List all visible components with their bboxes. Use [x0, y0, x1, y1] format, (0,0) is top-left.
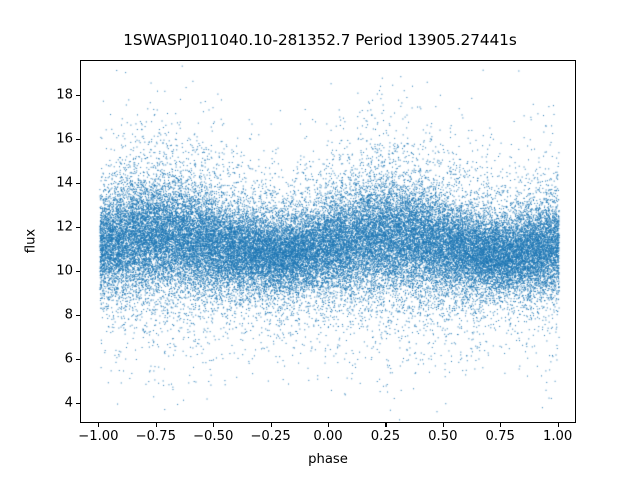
x-tick-label: 0.00	[313, 429, 343, 444]
x-tick-label: −0.75	[135, 429, 176, 444]
y-tick-label: 12	[56, 219, 73, 235]
x-tick-mark	[98, 423, 100, 427]
y-tick-label: 14	[56, 175, 73, 191]
x-tick-mark	[557, 423, 559, 427]
x-tick-label: 0.25	[370, 429, 401, 444]
chart-title: 1SWASPJ011040.10-281352.7 Period 13905.2…	[123, 31, 517, 49]
x-tick-mark	[500, 423, 502, 427]
x-tick-mark	[442, 423, 444, 427]
x-tick-label: −0.25	[250, 429, 291, 444]
y-tick-mark	[76, 95, 80, 97]
y-tick-label: 8	[64, 307, 73, 323]
y-tick-mark	[76, 227, 80, 229]
x-tick-label: −1.00	[78, 429, 119, 444]
y-tick-label: 6	[64, 351, 73, 367]
y-tick-mark	[76, 271, 80, 273]
x-tick-label: 1.00	[542, 429, 573, 444]
x-tick-mark	[213, 423, 215, 427]
y-tick-mark	[76, 403, 80, 405]
x-tick-mark	[270, 423, 272, 427]
scatter-plot-canvas	[81, 61, 575, 422]
y-tick-mark	[76, 315, 80, 317]
plot-area	[80, 60, 576, 423]
x-tick-mark	[328, 423, 330, 427]
y-tick-mark	[76, 183, 80, 185]
y-tick-label: 18	[56, 87, 73, 103]
x-tick-mark	[385, 423, 387, 427]
x-tick-label: −0.50	[192, 429, 234, 444]
y-tick-label: 10	[56, 263, 73, 279]
x-tick-label: 0.50	[428, 429, 458, 444]
y-axis-tick-labels: 4 6 8 10 12 14 16 18	[0, 0, 73, 480]
x-tick-label: 0.75	[485, 429, 515, 444]
y-tick-mark	[76, 139, 80, 141]
y-axis-label: flux	[23, 228, 39, 254]
y-tick-label: 4	[64, 395, 73, 411]
x-tick-mark	[155, 423, 157, 427]
x-axis-label: phase	[308, 452, 348, 467]
y-tick-mark	[76, 359, 80, 361]
y-tick-label: 16	[56, 131, 73, 147]
